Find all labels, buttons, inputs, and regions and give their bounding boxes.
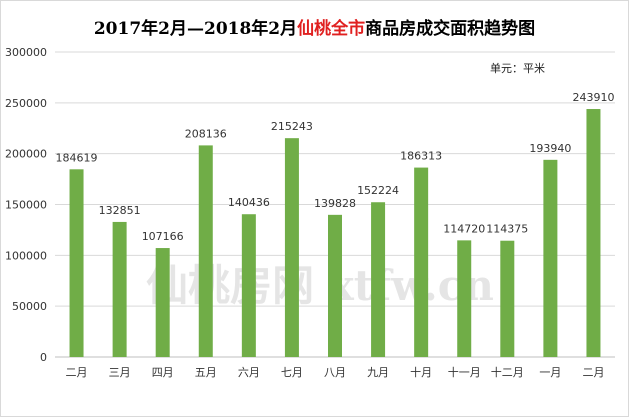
x-tick-label: 十二月 bbox=[491, 365, 524, 379]
data-label: 114375 bbox=[486, 223, 528, 236]
data-label: 139828 bbox=[314, 197, 356, 210]
bar bbox=[371, 202, 386, 357]
bar bbox=[241, 214, 256, 357]
x-tick-label: 十一月 bbox=[448, 365, 481, 379]
data-label: 193940 bbox=[529, 142, 571, 155]
data-label: 140436 bbox=[228, 196, 270, 209]
x-tick-label: 十月 bbox=[410, 365, 432, 379]
data-label: 152224 bbox=[357, 184, 399, 197]
chart-title: 2017年2月—2018年2月仙桃全市商品房成交面积趋势图 bbox=[0, 14, 629, 39]
bar bbox=[543, 159, 558, 357]
watermark-text: 仙桃房网 xtfw.cn bbox=[146, 261, 494, 310]
x-tick-label: 四月 bbox=[152, 366, 174, 379]
x-tick-label: 一月 bbox=[539, 366, 561, 379]
y-tick-label: 50000 bbox=[12, 300, 47, 313]
y-tick-label: 100000 bbox=[5, 249, 47, 262]
data-label: 107166 bbox=[142, 230, 184, 243]
data-label: 186313 bbox=[400, 150, 442, 163]
x-tick-label: 六月 bbox=[238, 366, 260, 379]
bar bbox=[198, 145, 213, 357]
bar bbox=[457, 240, 472, 357]
x-tick-label: 七月 bbox=[281, 366, 303, 379]
x-tick-label: 三月 bbox=[109, 366, 131, 379]
bar bbox=[112, 221, 127, 357]
data-label: 132851 bbox=[99, 204, 141, 217]
bar bbox=[500, 240, 515, 357]
title-suffix: 商品房成交面积趋势图 bbox=[365, 19, 536, 39]
bar bbox=[69, 169, 84, 357]
data-label: 215243 bbox=[271, 120, 313, 133]
title-highlight: 仙桃全市 bbox=[297, 19, 366, 39]
y-tick-label: 0 bbox=[40, 351, 47, 364]
y-tick-label: 200000 bbox=[5, 148, 47, 161]
bar bbox=[155, 248, 170, 357]
y-tick-label: 250000 bbox=[5, 97, 47, 110]
x-tick-label: 二月 bbox=[66, 366, 88, 379]
watermark: 仙桃房网 xtfw.cn bbox=[146, 261, 494, 310]
bars bbox=[69, 109, 601, 357]
x-tick-label: 九月 bbox=[367, 366, 389, 379]
bar bbox=[414, 167, 429, 357]
y-tick-label: 150000 bbox=[5, 199, 47, 212]
x-tick-label: 八月 bbox=[324, 366, 346, 379]
x-tick-labels: 二月 三月 四月 五月 六月 七月 八月 九月 十月 十一月 十二月 一月 二月 bbox=[66, 365, 605, 379]
x-tick-label: 二月 bbox=[582, 366, 604, 379]
data-label: 114720 bbox=[443, 222, 485, 235]
bar bbox=[284, 138, 299, 357]
bar bbox=[586, 109, 601, 357]
y-tick-labels: 0 50000 100000 150000 200000 250000 300000 bbox=[5, 46, 47, 364]
x-tick-label: 五月 bbox=[195, 366, 217, 379]
bar bbox=[328, 214, 342, 357]
unit-label: 单元：平米 bbox=[490, 62, 545, 75]
data-label: 208136 bbox=[185, 127, 227, 140]
data-label: 243910 bbox=[572, 91, 614, 104]
y-tick-label: 300000 bbox=[5, 46, 47, 59]
data-label: 184619 bbox=[56, 151, 98, 164]
title-prefix: 2017年2月—2018年2月 bbox=[93, 19, 298, 39]
